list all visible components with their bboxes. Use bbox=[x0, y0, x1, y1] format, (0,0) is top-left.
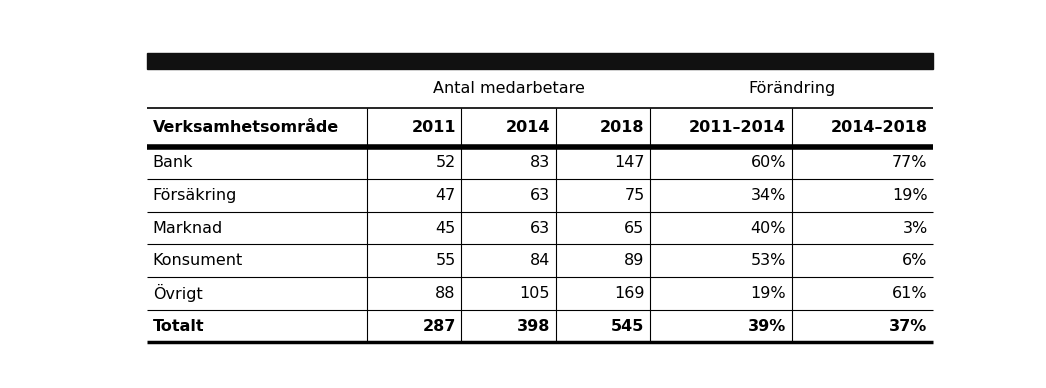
Text: 39%: 39% bbox=[748, 319, 787, 334]
Text: 2011–2014: 2011–2014 bbox=[689, 120, 787, 135]
Text: 65: 65 bbox=[624, 221, 644, 236]
Text: 63: 63 bbox=[530, 188, 550, 203]
Text: Verksamhetsområde: Verksamhetsområde bbox=[153, 120, 339, 135]
Text: 19%: 19% bbox=[892, 188, 928, 203]
Text: 89: 89 bbox=[624, 253, 644, 268]
Text: 55: 55 bbox=[435, 253, 456, 268]
Text: 6%: 6% bbox=[903, 253, 928, 268]
Text: 169: 169 bbox=[614, 286, 644, 301]
Text: 37%: 37% bbox=[889, 319, 928, 334]
Text: 61%: 61% bbox=[892, 286, 928, 301]
Text: Förändring: Förändring bbox=[748, 81, 836, 96]
Text: Antal medarbetare: Antal medarbetare bbox=[433, 81, 585, 96]
Text: 2014–2018: 2014–2018 bbox=[831, 120, 928, 135]
Text: 2014: 2014 bbox=[505, 120, 550, 135]
Text: 3%: 3% bbox=[903, 221, 928, 236]
Text: 34%: 34% bbox=[751, 188, 787, 203]
Text: 2011: 2011 bbox=[411, 120, 456, 135]
Text: 398: 398 bbox=[517, 319, 550, 334]
Bar bbox=[146, 52, 933, 69]
Text: 53%: 53% bbox=[751, 253, 787, 268]
Text: Bank: Bank bbox=[153, 156, 194, 170]
Text: 77%: 77% bbox=[892, 156, 928, 170]
Text: 40%: 40% bbox=[751, 221, 787, 236]
Text: Konsument: Konsument bbox=[153, 253, 243, 268]
Text: Övrigt: Övrigt bbox=[153, 284, 202, 302]
Text: 63: 63 bbox=[530, 221, 550, 236]
Text: 60%: 60% bbox=[751, 156, 787, 170]
Text: 45: 45 bbox=[435, 221, 456, 236]
Text: 2018: 2018 bbox=[600, 120, 644, 135]
Text: 52: 52 bbox=[435, 156, 456, 170]
Text: Totalt: Totalt bbox=[153, 319, 204, 334]
Text: 19%: 19% bbox=[750, 286, 787, 301]
Text: 84: 84 bbox=[530, 253, 550, 268]
Text: 545: 545 bbox=[611, 319, 644, 334]
Text: Försäkring: Försäkring bbox=[153, 188, 237, 203]
Text: 47: 47 bbox=[435, 188, 456, 203]
Text: 147: 147 bbox=[614, 156, 644, 170]
Text: 287: 287 bbox=[423, 319, 456, 334]
Text: 75: 75 bbox=[624, 188, 644, 203]
Text: 88: 88 bbox=[435, 286, 456, 301]
Text: Marknad: Marknad bbox=[153, 221, 223, 236]
Text: 105: 105 bbox=[520, 286, 550, 301]
Text: 83: 83 bbox=[530, 156, 550, 170]
